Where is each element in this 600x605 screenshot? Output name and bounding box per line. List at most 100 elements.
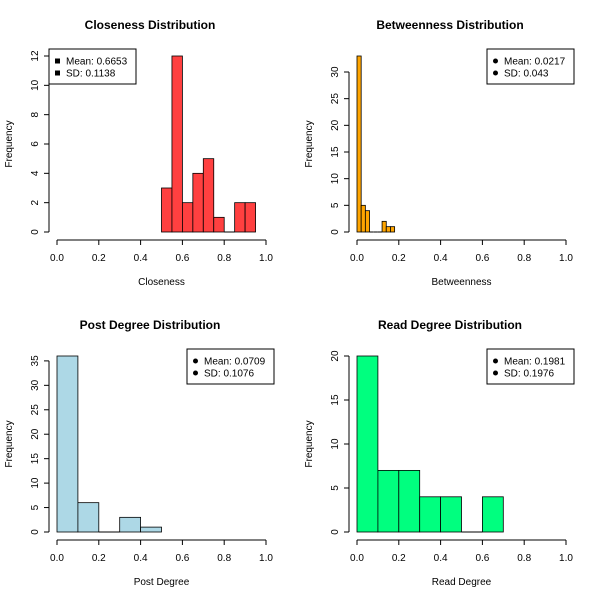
y-tick-label: 6 bbox=[30, 141, 41, 147]
histogram-bar bbox=[390, 226, 396, 233]
legend-dot-marker bbox=[493, 370, 498, 376]
legend-item: SD: 0.1138 bbox=[66, 69, 116, 80]
y-tick-label: 35 bbox=[30, 355, 41, 367]
histogram-panel: Post Degree Distribution 0.0 0.2 0.4 0.6 0.8 1… bbox=[4, 318, 275, 588]
legend-item: SD: 0.1976 bbox=[504, 369, 554, 380]
x-axis-label: Closeness bbox=[138, 277, 185, 288]
y-tick-label: 20 bbox=[30, 428, 41, 440]
y-tick-label: 5 bbox=[330, 485, 341, 491]
y-tick-label: 30 bbox=[330, 66, 341, 78]
y-tick-label: 30 bbox=[30, 379, 41, 391]
y-tick-label: 10 bbox=[330, 438, 341, 450]
x-tick-label: 0.0 bbox=[50, 253, 64, 264]
y-tick-label: 10 bbox=[30, 477, 41, 489]
histogram-bar bbox=[356, 355, 379, 533]
histogram-bar bbox=[481, 496, 504, 533]
y-axis-label: Frequency bbox=[4, 120, 15, 167]
x-tick-label: 1.0 bbox=[259, 553, 273, 564]
histogram-bar bbox=[440, 496, 462, 533]
legend-item: Mean: 0.1981 bbox=[504, 357, 566, 368]
x-tick-label: 0.4 bbox=[434, 553, 448, 564]
legend-square-marker bbox=[55, 58, 60, 64]
x-tick-label: 0.6 bbox=[475, 553, 489, 564]
histogram-bar bbox=[377, 469, 400, 533]
x-tick-label: 0.8 bbox=[517, 253, 531, 264]
x-tick-label: 0.2 bbox=[392, 253, 406, 264]
y-tick-label: 10 bbox=[330, 173, 341, 185]
x-tick-label: 0.4 bbox=[134, 253, 148, 264]
histogram-bar bbox=[364, 210, 370, 233]
histogram-bar bbox=[202, 158, 215, 233]
x-tick-label: 0.2 bbox=[92, 553, 106, 564]
x-tick-label: 1.0 bbox=[559, 253, 573, 264]
x-tick-label: 0.6 bbox=[175, 253, 189, 264]
chart-title: Post Degree Distribution bbox=[80, 318, 221, 332]
legend-box bbox=[486, 348, 575, 385]
histogram-bar bbox=[356, 55, 362, 233]
y-tick-label: 5 bbox=[330, 202, 341, 208]
y-tick-label: 4 bbox=[30, 170, 41, 176]
histogram-bar bbox=[419, 496, 441, 533]
x-tick-label: 0.2 bbox=[392, 553, 406, 564]
y-tick-label: 0 bbox=[330, 229, 341, 235]
x-tick-label: 1.0 bbox=[559, 553, 573, 564]
x-tick-label: 0.4 bbox=[434, 253, 448, 264]
histogram-bar bbox=[360, 204, 366, 233]
x-tick-label: 0.0 bbox=[350, 553, 364, 564]
x-tick-label: 0.8 bbox=[517, 553, 531, 564]
x-axis-label: Betweenness bbox=[431, 277, 491, 288]
x-tick-label: 0.8 bbox=[217, 253, 231, 264]
histogram-bar bbox=[244, 202, 256, 233]
y-tick-label: 0 bbox=[30, 529, 41, 535]
histogram-bar bbox=[171, 55, 183, 233]
histogram-bar bbox=[385, 226, 391, 233]
histogram-bar bbox=[192, 172, 204, 233]
histogram-bar bbox=[213, 216, 225, 233]
y-tick-label: 25 bbox=[330, 93, 341, 105]
y-tick-label: 20 bbox=[330, 119, 341, 131]
histogram-bar bbox=[140, 526, 162, 533]
legend-dot-marker bbox=[193, 358, 198, 364]
legend-dot-marker bbox=[493, 58, 498, 64]
x-tick-label: 1.0 bbox=[259, 253, 273, 264]
x-tick-label: 0.6 bbox=[475, 253, 489, 264]
y-tick-label: 2 bbox=[30, 199, 41, 205]
legend-box bbox=[186, 348, 275, 385]
x-tick-label: 0.0 bbox=[50, 553, 64, 564]
legend-item: Mean: 0.0709 bbox=[204, 357, 266, 368]
legend-box bbox=[486, 48, 575, 85]
histogram-panel: Read Degree Distribution 0.0 0.2 0.4 0.6 0.8 1… bbox=[304, 318, 575, 588]
x-axis-label: Post Degree bbox=[134, 577, 190, 588]
histogram-bar bbox=[234, 202, 246, 233]
y-tick-label: 5 bbox=[30, 504, 41, 510]
y-tick-label: 8 bbox=[30, 111, 41, 117]
y-tick-label: 10 bbox=[30, 79, 41, 91]
x-tick-label: 0.4 bbox=[134, 553, 148, 564]
histogram-bar bbox=[181, 202, 194, 233]
chart-title: Read Degree Distribution bbox=[378, 318, 522, 332]
chart-title: Closeness Distribution bbox=[85, 18, 216, 32]
histogram-panel: Betweenness Distribution 0.0 0.2 0.4 0.6 0.8 1… bbox=[304, 18, 575, 288]
legend-dot-marker bbox=[493, 70, 498, 76]
y-tick-label: 15 bbox=[330, 394, 341, 406]
x-tick-label: 0.6 bbox=[175, 553, 189, 564]
x-tick-label: 0.2 bbox=[92, 253, 106, 264]
chart-title: Betweenness Distribution bbox=[376, 18, 523, 32]
histogram-bar bbox=[398, 469, 421, 533]
histogram-bar bbox=[161, 187, 173, 233]
legend-item: Mean: 0.0217 bbox=[504, 57, 566, 68]
histogram-bar bbox=[381, 220, 387, 233]
y-tick-label: 0 bbox=[330, 529, 341, 535]
histogram-bar bbox=[56, 355, 79, 533]
legend-item: SD: 0.1076 bbox=[204, 369, 254, 380]
y-tick-label: 15 bbox=[30, 453, 41, 465]
y-axis-label: Frequency bbox=[4, 420, 15, 467]
y-tick-label: 25 bbox=[30, 404, 41, 416]
histogram-bar bbox=[77, 502, 100, 533]
y-tick-label: 12 bbox=[30, 50, 41, 62]
legend-box bbox=[48, 48, 137, 85]
